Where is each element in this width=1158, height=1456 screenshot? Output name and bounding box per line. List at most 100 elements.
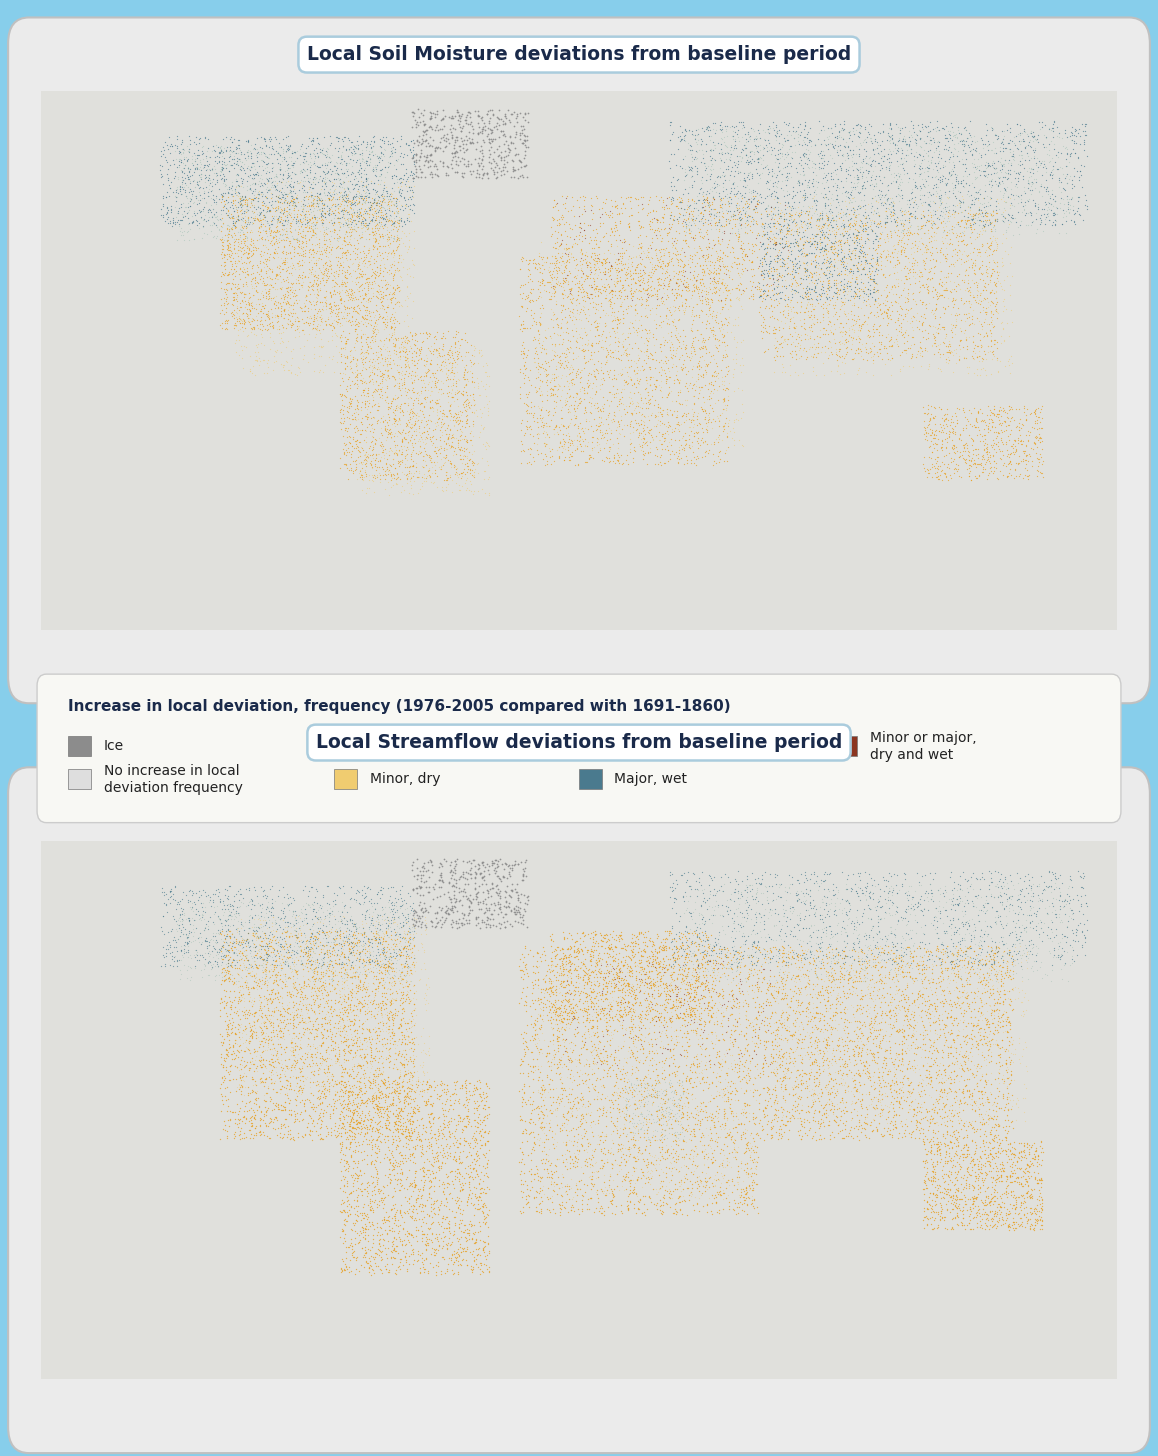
Point bbox=[237, 958, 256, 981]
Point bbox=[711, 965, 730, 989]
Point bbox=[351, 342, 369, 365]
Point bbox=[336, 232, 354, 255]
Point bbox=[918, 1051, 937, 1075]
Point bbox=[672, 1112, 690, 1136]
Point bbox=[469, 911, 488, 935]
Point bbox=[245, 163, 264, 186]
Point bbox=[256, 186, 274, 210]
Point bbox=[396, 1028, 415, 1051]
Point bbox=[868, 890, 887, 913]
Point bbox=[296, 215, 315, 239]
Point bbox=[995, 965, 1013, 989]
Point bbox=[396, 414, 415, 437]
Point bbox=[345, 204, 364, 227]
Point bbox=[711, 275, 730, 298]
Point bbox=[343, 252, 361, 275]
Point bbox=[979, 154, 997, 178]
Point bbox=[892, 1086, 910, 1109]
Point bbox=[477, 384, 496, 408]
Point bbox=[789, 946, 807, 970]
Point bbox=[658, 411, 676, 434]
Point bbox=[265, 925, 284, 948]
Point bbox=[589, 360, 608, 383]
Point bbox=[674, 258, 692, 281]
Point bbox=[690, 1114, 709, 1137]
Point bbox=[171, 217, 190, 240]
Point bbox=[815, 1059, 834, 1082]
Point bbox=[376, 210, 395, 233]
Point bbox=[723, 1057, 741, 1080]
Point bbox=[868, 278, 887, 301]
Point bbox=[840, 214, 858, 237]
Point bbox=[621, 1109, 639, 1133]
Point bbox=[345, 211, 364, 234]
Point bbox=[814, 910, 833, 933]
Point bbox=[379, 1114, 397, 1137]
Point bbox=[742, 1149, 761, 1172]
Point bbox=[668, 451, 687, 475]
Point bbox=[361, 919, 380, 942]
Point bbox=[750, 1066, 769, 1089]
Point bbox=[852, 984, 871, 1008]
Point bbox=[278, 1012, 296, 1035]
Point bbox=[789, 1067, 807, 1091]
Point bbox=[958, 435, 976, 459]
Point bbox=[652, 1143, 670, 1166]
Point bbox=[271, 156, 290, 179]
Point bbox=[301, 166, 320, 189]
Point bbox=[1063, 198, 1082, 221]
Point bbox=[845, 198, 864, 221]
Point bbox=[360, 983, 379, 1006]
Point bbox=[379, 1124, 397, 1147]
Point bbox=[337, 968, 356, 992]
Point bbox=[279, 914, 298, 938]
Point bbox=[433, 338, 452, 361]
Point bbox=[160, 930, 178, 954]
Point bbox=[998, 1086, 1017, 1109]
Point bbox=[959, 249, 977, 272]
Point bbox=[739, 163, 757, 186]
Point bbox=[668, 1200, 687, 1223]
Point bbox=[294, 965, 313, 989]
Point bbox=[918, 339, 937, 363]
Point bbox=[801, 293, 820, 316]
Point bbox=[749, 141, 768, 165]
Point bbox=[730, 130, 748, 153]
Point bbox=[338, 467, 357, 491]
Point bbox=[623, 1115, 642, 1139]
Point bbox=[932, 192, 951, 215]
Point bbox=[552, 282, 571, 306]
Point bbox=[697, 951, 716, 974]
Point bbox=[725, 246, 743, 269]
Point bbox=[263, 186, 281, 210]
Point bbox=[386, 207, 404, 230]
Point bbox=[864, 159, 882, 182]
Point bbox=[356, 1002, 374, 1025]
Point bbox=[816, 993, 835, 1016]
Point bbox=[467, 906, 485, 929]
Point bbox=[995, 451, 1013, 475]
Point bbox=[923, 1155, 941, 1178]
Point bbox=[907, 309, 925, 332]
Point bbox=[232, 138, 250, 162]
Point bbox=[973, 262, 991, 285]
Point bbox=[867, 341, 886, 364]
Point bbox=[361, 198, 380, 221]
Point bbox=[952, 1056, 970, 1079]
Point bbox=[704, 325, 723, 348]
Point bbox=[682, 977, 701, 1000]
Point bbox=[811, 232, 829, 255]
Point bbox=[709, 894, 727, 917]
Point bbox=[1026, 1166, 1045, 1190]
Point bbox=[659, 240, 677, 264]
Point bbox=[182, 188, 200, 211]
Point bbox=[342, 1022, 360, 1045]
Point bbox=[805, 242, 823, 265]
Point bbox=[217, 936, 235, 960]
Point bbox=[330, 904, 349, 927]
Point bbox=[638, 1073, 657, 1096]
Point bbox=[278, 137, 296, 160]
Point bbox=[284, 191, 302, 214]
Point bbox=[317, 291, 336, 314]
Point bbox=[563, 218, 581, 242]
